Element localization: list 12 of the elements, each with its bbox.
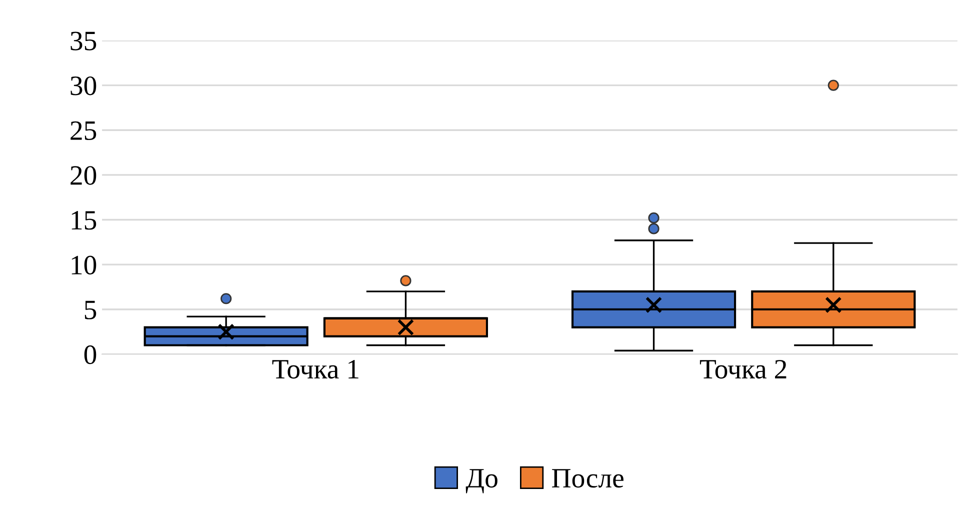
x-tick-label: Точка 1 bbox=[272, 360, 358, 379]
y-tick-label: 5 bbox=[84, 300, 96, 320]
legend-label: После bbox=[552, 469, 624, 488]
x-tick-label: Точка 2 bbox=[700, 360, 786, 379]
y-tick-label: 20 bbox=[70, 166, 96, 185]
y-tick-label: 25 bbox=[70, 121, 96, 140]
y-tick-label: 35 bbox=[70, 32, 96, 50]
y-tick-label: 10 bbox=[72, 256, 96, 274]
y-tick-label: 15 bbox=[72, 211, 96, 230]
y-tick-label: 0 bbox=[84, 345, 96, 364]
y-tick-label: 30 bbox=[70, 76, 96, 96]
legend-label: До bbox=[466, 469, 498, 494]
